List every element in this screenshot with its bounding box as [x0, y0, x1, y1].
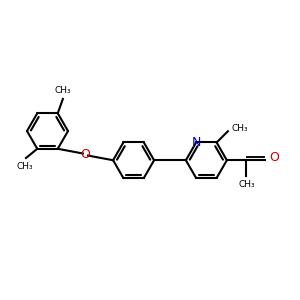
Text: O: O — [80, 148, 90, 161]
Text: N: N — [191, 136, 201, 149]
Text: CH₃: CH₃ — [238, 180, 255, 189]
Text: O: O — [269, 151, 279, 164]
Text: CH₃: CH₃ — [232, 124, 249, 133]
Text: CH₃: CH₃ — [16, 162, 33, 171]
Text: CH₃: CH₃ — [55, 86, 71, 95]
